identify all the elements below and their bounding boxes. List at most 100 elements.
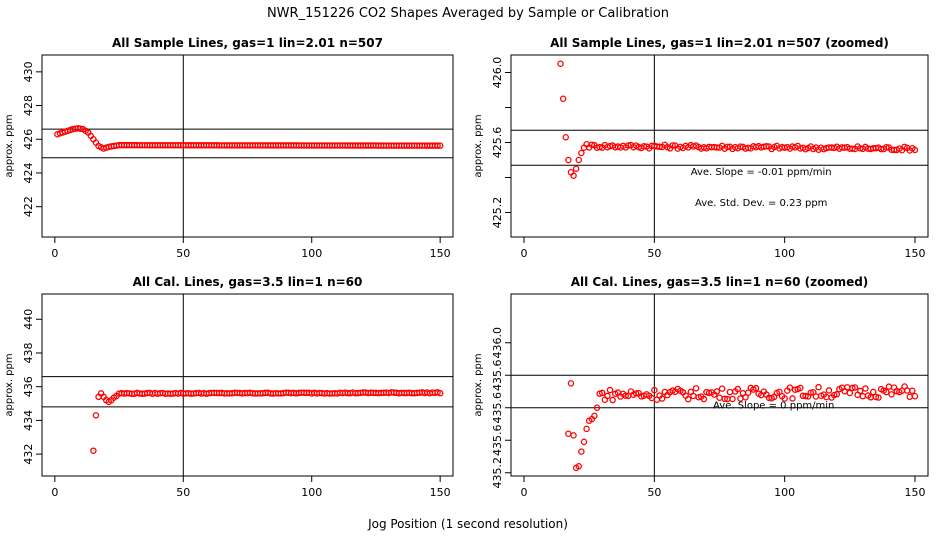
data-points [54,125,444,152]
data-point [883,143,890,151]
data-point [859,392,867,400]
data-point [598,389,606,397]
chart-panel-2: All Sample Lines, gas=1 lin=2.01 n=507 (… [473,36,929,260]
y-tick-label: 434 [22,410,35,431]
data-point [875,394,882,401]
y-tick-label: 424 [22,162,35,183]
data-point [684,395,692,403]
y-tick-label: 438 [22,342,35,363]
y-tick-label: 435.6 [491,360,504,392]
data-point [434,142,441,149]
data-point [797,384,804,392]
data-point [575,462,583,470]
y-tick-label: 428 [22,95,35,116]
y-axis-label: approx. ppm [4,114,15,177]
data-point [729,395,736,403]
data-point [77,125,84,132]
x-tick-label: 150 [904,486,925,499]
y-tick-label: 422 [22,196,35,217]
data-point [802,392,809,400]
data-points [90,389,444,454]
chart-panel-4: All Cal. Lines, gas=3.5 lin=1 n=60 (zoom… [473,275,929,499]
y-axis-label: approx. ppm [473,114,484,177]
data-point [692,385,700,392]
data-point [849,145,856,152]
data-point [591,412,598,420]
data-point [744,389,752,396]
data-point [752,384,760,392]
data-point [843,384,851,391]
data-point [825,387,833,394]
data-point [903,387,911,394]
data-point [575,156,583,164]
data-point [846,389,854,397]
data-point [789,395,796,402]
data-point [700,395,708,403]
data-point [90,447,97,454]
x-tick-label: 50 [647,247,661,260]
plot-frame [510,293,929,477]
y-axis-label: approx. ppm [4,353,15,416]
data-point [872,393,880,401]
data-points [565,380,919,472]
data-point [588,141,596,148]
data-point [726,388,734,396]
data-point [742,394,749,401]
x-tick-label: 100 [774,247,795,260]
data-point [849,384,856,392]
x-tick-label: 50 [176,247,190,260]
figure-x-label: Jog Position (1 second resolution) [368,517,568,531]
data-point [669,142,676,149]
y-tick-label: 430 [22,61,35,82]
data-point [781,395,788,402]
data-point [885,383,893,390]
x-tick-label: 50 [647,486,661,499]
data-point [557,60,564,68]
data-point [632,390,640,397]
x-tick-label: 150 [430,247,451,260]
data-point [807,389,814,396]
data-point [734,385,741,393]
data-point [718,385,726,392]
data-point [562,133,569,141]
annotation: Ave. Slope = 0 ppm/min [713,401,834,412]
data-point [570,432,577,439]
panel-title: All Cal. Lines, gas=3.5 lin=1 n=60 (zoom… [571,275,869,289]
x-tick-label: 100 [301,247,322,260]
y-tick-label: 436.0 [491,327,504,359]
panel-title: All Cal. Lines, gas=3.5 lin=1 n=60 [133,275,363,289]
x-tick-label: 50 [176,486,190,499]
data-point [567,380,575,387]
data-point [716,394,723,402]
data-point [609,396,616,404]
figure-title: NWR_151226 CO2 Shapes Averaged by Sample… [266,6,670,21]
chart-panel-3: All Cal. Lines, gas=3.5 lin=1 n=60 0 50 100… [4,275,454,499]
data-point [713,388,721,395]
data-point [578,448,585,455]
data-point [856,387,864,395]
data-point [596,143,603,151]
plot-frame [41,54,454,238]
x-tick-label: 0 [51,486,58,499]
data-point [906,393,914,401]
data-point [690,392,697,400]
data-point [593,404,601,411]
annotation: Ave. Std. Dev. = 0.23 ppm [695,198,827,209]
data-point [572,165,580,172]
data-point [862,385,869,392]
data-point [436,389,444,397]
data-point [651,386,658,394]
data-point [833,391,841,398]
chart-panel-1: All Sample Lines, gas=1 lin=2.01 n=507 0 5… [4,36,454,260]
data-point [763,143,770,150]
y-tick-label: 435.2 [491,457,504,489]
data-point [870,388,877,396]
plot-frame [41,293,454,477]
data-point [570,172,577,179]
data-point [812,393,820,400]
plot-frame [510,54,929,238]
annotation: Ave. Slope = -0.01 ppm/min [691,167,832,178]
x-tick-label: 100 [301,486,322,499]
